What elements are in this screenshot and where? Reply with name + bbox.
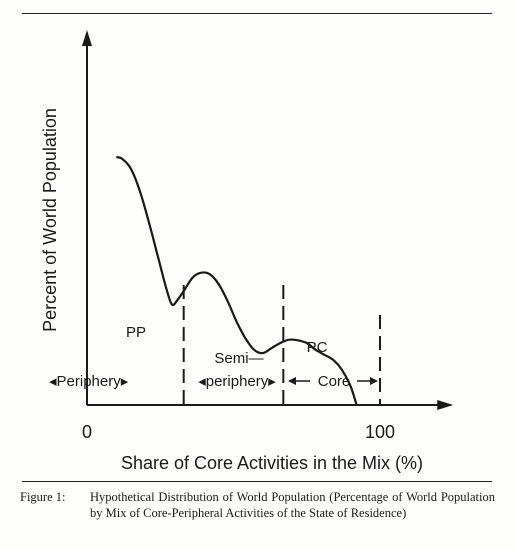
zone-range-label-core: Core bbox=[318, 373, 351, 390]
core-arrowhead-left bbox=[288, 377, 296, 385]
zone-range-label-semi-line1: Semi— bbox=[214, 350, 263, 367]
x-tick-label: 0 bbox=[82, 422, 92, 442]
zone-range-label-semi-line2: ◂periphery▸ bbox=[198, 373, 276, 390]
top-rule bbox=[22, 13, 492, 14]
chart: 0 100 Share of Core Activities in the Mix … bbox=[40, 30, 454, 473]
axes bbox=[82, 30, 454, 410]
zone-short-label: PP bbox=[126, 324, 146, 341]
caption-label: Figure 1: bbox=[20, 490, 66, 504]
x-axis-label: Share of Core Activities in the Mix (%) bbox=[121, 453, 423, 473]
zone-markers bbox=[182, 285, 381, 405]
zone-short-label: PC bbox=[307, 339, 328, 356]
x-tick-label: 100 bbox=[365, 422, 395, 442]
y-axis-arrow bbox=[82, 30, 92, 46]
x-axis-arrow bbox=[437, 400, 454, 410]
chart-labels: 0 100 Share of Core Activities in the Mix … bbox=[40, 108, 423, 473]
core-arrowhead-right bbox=[370, 377, 378, 385]
caption-text: Hypothetical Distribution of World Popul… bbox=[90, 490, 495, 520]
y-axis-label: Percent of World Population bbox=[40, 108, 60, 332]
zone-range-label-periphery: ◂Periphery▸ bbox=[49, 373, 129, 390]
bottom-rule bbox=[22, 481, 492, 482]
series-curve-group bbox=[115, 156, 358, 406]
series-line bbox=[115, 156, 358, 406]
